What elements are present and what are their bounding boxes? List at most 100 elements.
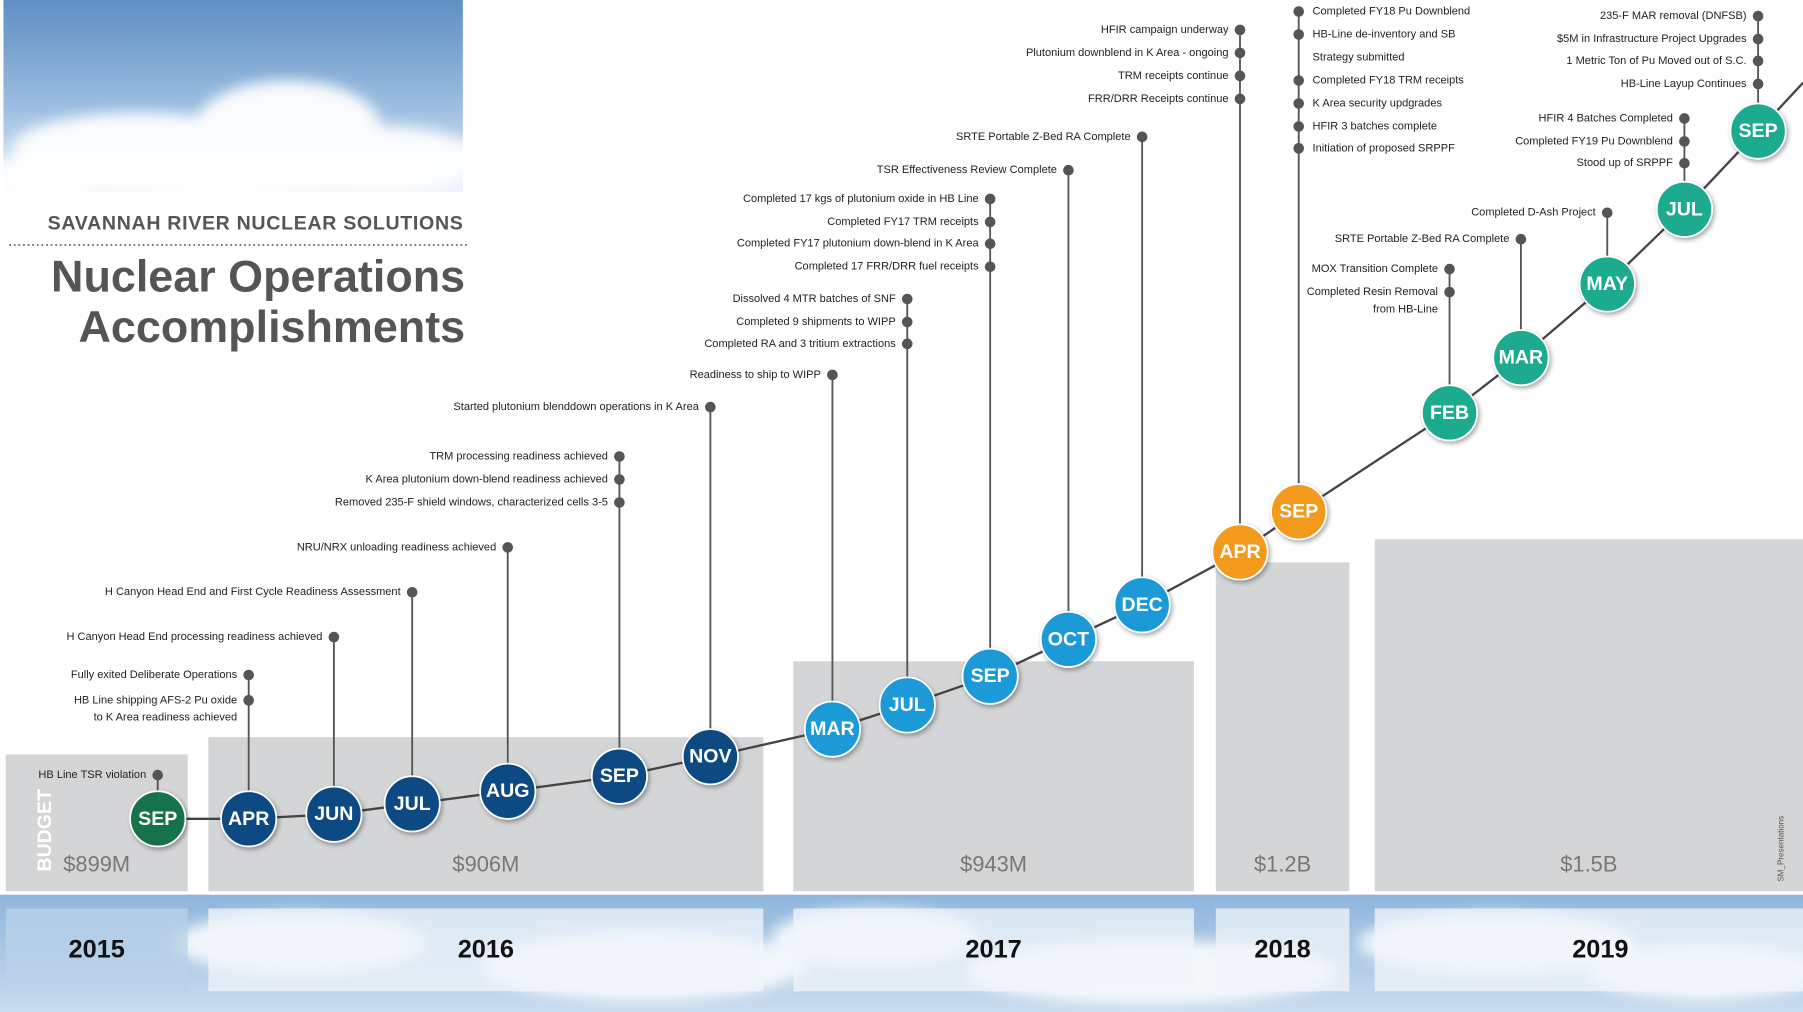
item-dot — [1234, 24, 1246, 36]
item-dot — [1679, 158, 1690, 169]
month-label: SEP — [971, 665, 1010, 687]
accomplishment: Completed 17 kgs of plutonium oxide in H… — [743, 193, 979, 205]
month-label: MAR — [1499, 347, 1544, 369]
accomplishment: Completed FY17 plutonium down-blend in K… — [737, 238, 980, 250]
accomplishment: HB-Line Layup Continues — [1621, 78, 1747, 90]
month-badge — [961, 647, 1019, 705]
accomplishment: Completed FY19 Pu Downblend — [1515, 135, 1673, 147]
month-badge — [1578, 255, 1636, 313]
month-badge — [1039, 610, 1097, 668]
item-dot — [1293, 75, 1305, 86]
month-badge — [220, 790, 278, 848]
accomplishment: Fully exited Deliberate Operations — [71, 669, 238, 681]
item-dot — [984, 238, 996, 250]
month-badge — [803, 700, 861, 758]
item-dot — [901, 293, 913, 305]
accomplishment: NRU/NRX unloading readiness achieved — [297, 541, 496, 553]
month-label: JUL — [889, 694, 926, 716]
item-dot — [705, 401, 716, 413]
accomplishment: SRTE Portable Z-Bed RA Complete — [956, 131, 1131, 143]
item-dot — [1444, 263, 1455, 275]
item-dot — [614, 497, 625, 508]
item-dot — [328, 631, 340, 643]
accomplishment: Plutonium downblend in K Area - ongoing — [1026, 47, 1229, 59]
budget-column — [1374, 539, 1803, 892]
accomplishment: Completed RA and 3 tritium extractions — [704, 338, 896, 350]
year-label: 2018 — [1254, 936, 1310, 964]
budget-column — [208, 737, 764, 892]
budget-amount: $899M — [63, 852, 130, 877]
accomplishment: Completed Resin Removal — [1307, 286, 1438, 298]
accomplishment: TSR Effectiveness Review Complete — [877, 164, 1057, 176]
item-dot — [901, 338, 913, 350]
item-dot — [152, 769, 164, 781]
item-dot — [984, 216, 996, 228]
accomplishment: HFIR 4 Batches Completed — [1539, 112, 1673, 124]
month-label: AUG — [486, 780, 529, 802]
item-dot — [614, 474, 625, 485]
month-badge — [590, 747, 648, 805]
month-label: JUN — [314, 803, 353, 825]
accomplishment: Completed FY18 TRM receipts — [1313, 74, 1465, 86]
title-line: Accomplishments — [79, 301, 466, 352]
item-dot — [1515, 233, 1527, 245]
month-label: SEP — [138, 808, 177, 830]
accomplishment: Stood up of SRPPF — [1577, 157, 1674, 169]
month-badge — [1421, 384, 1479, 442]
accomplishment: to K Area readiness achieved — [94, 712, 238, 724]
year-label: 2017 — [965, 936, 1021, 964]
item-dot — [614, 451, 625, 462]
item-dot — [243, 669, 254, 681]
item-dot — [827, 369, 838, 381]
accomplishment: HB Line shipping AFS-2 Pu oxide — [74, 694, 237, 706]
month-label: APR — [228, 808, 269, 830]
item-dot — [1293, 121, 1305, 132]
month-label: FEB — [1430, 402, 1469, 424]
accomplishment: Completed D-Ash Project — [1471, 207, 1596, 219]
accomplishment: TRM processing readiness achieved — [429, 450, 608, 462]
item-dot — [1293, 6, 1305, 17]
budget-column — [1215, 562, 1350, 892]
year-box — [1374, 908, 1803, 992]
accomplishment: Initiation of proposed SRPPF — [1313, 142, 1456, 154]
accomplishment: H Canyon Head End and First Cycle Readin… — [105, 586, 401, 598]
title-line: Nuclear Operations — [51, 250, 465, 301]
year-label: 2016 — [458, 936, 514, 964]
item-dot — [1752, 55, 1764, 67]
item-dot — [1136, 131, 1148, 143]
year-box — [1215, 908, 1350, 992]
accomplishment: FRR/DRR Receipts continue — [1088, 93, 1228, 105]
month-badge — [1492, 329, 1550, 387]
budget-amount: $1.5B — [1560, 852, 1617, 877]
item-dot — [1234, 70, 1246, 82]
month-badge — [129, 790, 187, 848]
credit: SM_Presentations — [1776, 816, 1785, 882]
item-dot — [1063, 164, 1074, 176]
month-label: JUL — [1666, 198, 1703, 220]
item-dot — [1293, 143, 1305, 154]
month-label: MAR — [810, 718, 855, 740]
year-label: 2015 — [69, 936, 125, 964]
month-badge — [681, 728, 739, 786]
accomplishment: K Area security updgrades — [1313, 97, 1443, 109]
month-badge — [1655, 180, 1713, 238]
accomplishment: HB-Line de-inventory and SB — [1313, 28, 1456, 40]
item-dot — [1752, 10, 1764, 22]
year-box — [208, 908, 764, 992]
month-badge — [383, 775, 441, 833]
item-dot — [1444, 286, 1455, 298]
item-dot — [984, 193, 996, 205]
item-dot — [1234, 93, 1246, 105]
item-dot — [502, 542, 514, 553]
accomplishment: HFIR campaign underway — [1101, 24, 1229, 36]
item-dot — [1293, 29, 1305, 40]
accomplishment: Strategy submitted — [1313, 51, 1405, 63]
accomplishment: HFIR 3 batches complete — [1313, 120, 1438, 132]
year-label: 2019 — [1572, 936, 1628, 964]
month-label: DEC — [1121, 594, 1162, 616]
accomplishment: from HB-Line — [1373, 303, 1438, 315]
month-label: JUL — [394, 793, 431, 815]
accomplishment: MOX Transition Complete — [1312, 263, 1438, 275]
